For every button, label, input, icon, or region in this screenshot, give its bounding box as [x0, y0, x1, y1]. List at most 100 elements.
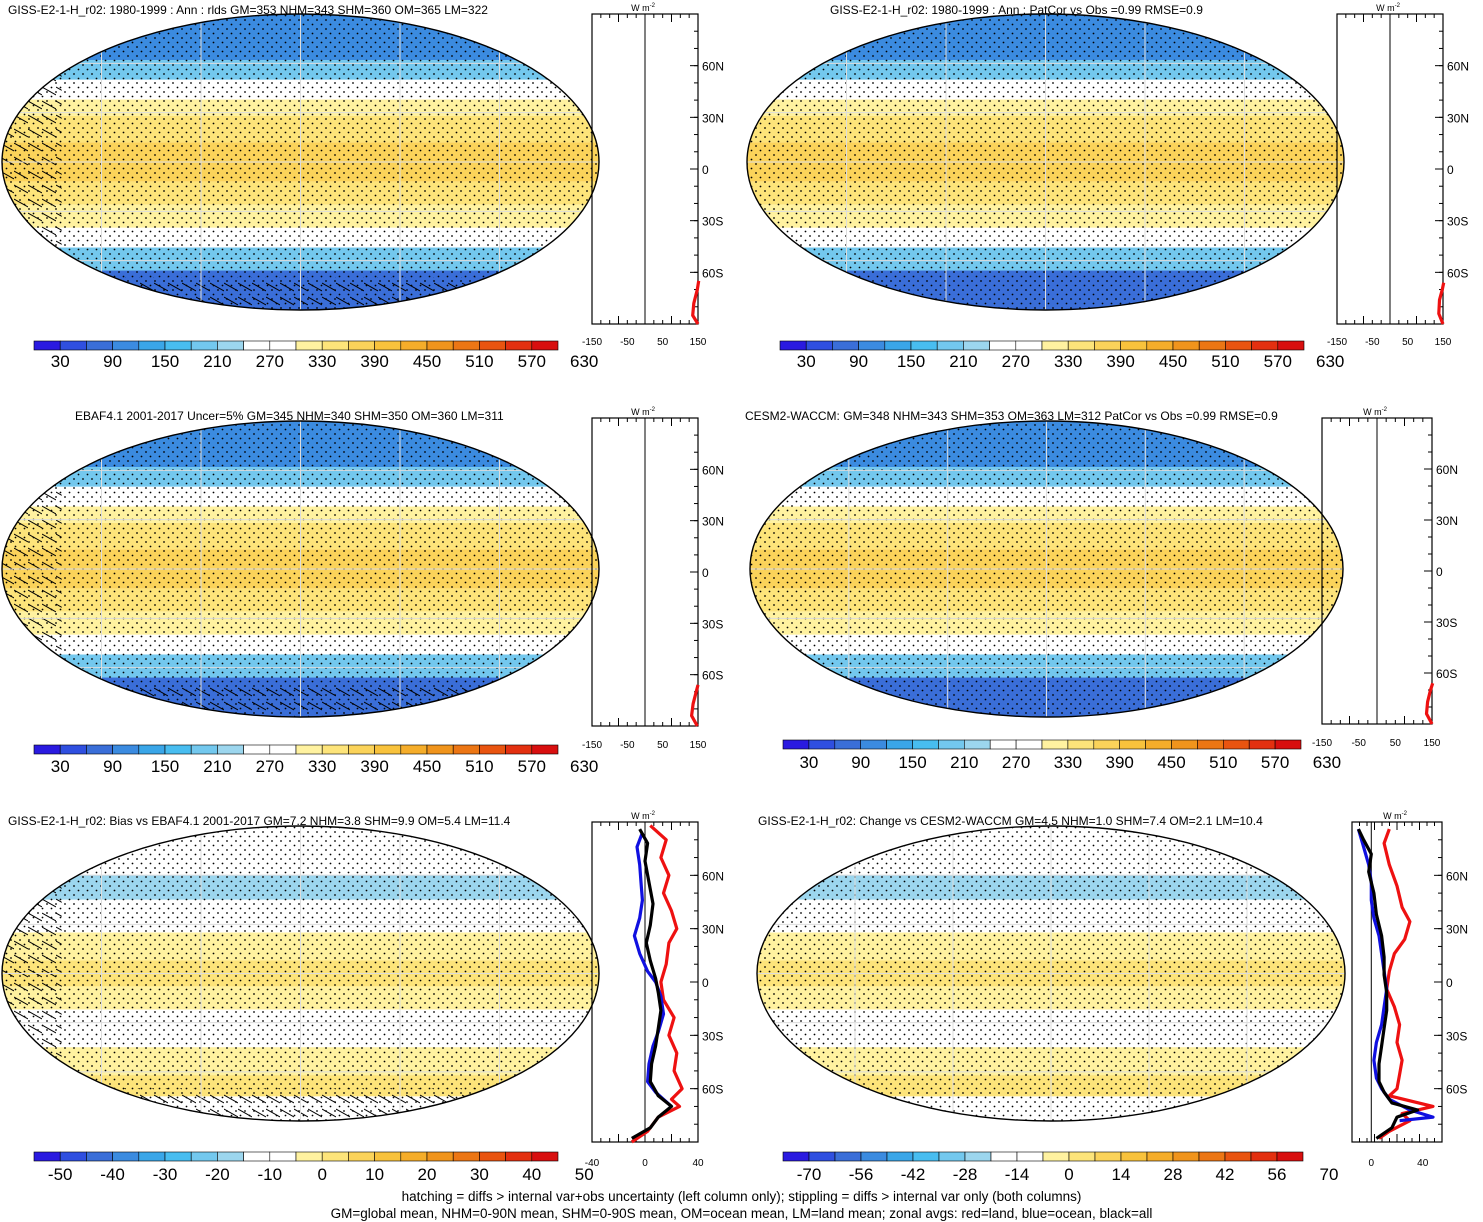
- profile-x-tick-label: 40: [1417, 1158, 1429, 1169]
- panel-title: GISS-E2-1-H_r02: Bias vs EBAF4.1 2001-20…: [8, 814, 511, 828]
- colorbar-swatch: [426, 744, 454, 755]
- latitude-tick-label: 30S: [702, 215, 723, 229]
- colorbar-tick-label: -70: [797, 1165, 822, 1184]
- colorbar-swatch: [1145, 739, 1172, 750]
- colorbar-tick-label: 450: [1159, 352, 1187, 371]
- colorbar-swatch: [1222, 739, 1250, 750]
- colorbar-swatch: [33, 1151, 61, 1162]
- colorbar-tick-label: -30: [153, 1165, 178, 1184]
- colorbar-swatch: [1172, 340, 1200, 351]
- colorbar-swatch: [989, 340, 1017, 351]
- latitude-tick-label: 60S: [1447, 266, 1468, 280]
- unit-label: W m-2: [631, 407, 655, 417]
- colorbar-tick-label: 150: [897, 352, 925, 371]
- colorbar-swatch: [1250, 1151, 1278, 1162]
- colorbar-swatch: [1225, 340, 1252, 351]
- colorbar-tick-label: 270: [1002, 753, 1030, 772]
- colorbar-tick-label: 30: [51, 757, 70, 776]
- latitude-tick-label: 60S: [702, 669, 723, 683]
- colorbar-swatch: [938, 1151, 966, 1162]
- unit-exponent: -2: [650, 811, 656, 817]
- panel-graphics: 30 90 150 210 270 330 390 450 510 570 630 60N 30N 0 30…: [749, 407, 1458, 772]
- latitude-tick-label: 0: [702, 163, 709, 177]
- colorbar-tick-label: 42: [1216, 1165, 1235, 1184]
- colorbar-swatch: [1015, 739, 1043, 750]
- map-border: [1, 13, 600, 311]
- colorbar-swatch: [138, 340, 166, 351]
- latitude-tick-label: 0: [1446, 976, 1453, 990]
- panel-graphics: -70 -56 -42 -28 -14 0 14 28 42 56 70 60N 30N 0 30S 60S W…: [756, 811, 1468, 1184]
- latitude-tick-label: 30S: [702, 1029, 723, 1043]
- colorbar-swatch: [1198, 1151, 1226, 1162]
- colorbar-swatch: [938, 739, 965, 750]
- panel-title: GISS-E2-1-H_r02: Change vs CESM2-WACCM G…: [758, 814, 1263, 828]
- unit-exponent: -2: [1402, 811, 1408, 817]
- colorbar-swatch: [782, 739, 810, 750]
- colorbar: 30 90 150 210 270 330 390 450 510 570 630: [779, 340, 1344, 371]
- colorbar-tick-label: 40: [522, 1165, 541, 1184]
- colorbar-tick-label: 450: [413, 352, 441, 371]
- colorbar-swatch: [190, 1151, 218, 1162]
- colorbar-swatch: [1016, 1151, 1044, 1162]
- colorbar-tick-label: 30: [799, 753, 818, 772]
- colorbar-swatch: [808, 1151, 836, 1162]
- latitude-tick-label: 0: [1447, 163, 1454, 177]
- colorbar-swatch: [964, 1151, 992, 1162]
- colorbar-swatch: [1120, 340, 1148, 351]
- colorbar-swatch: [374, 1151, 402, 1162]
- colorbar-tick-label: 510: [1209, 753, 1237, 772]
- colorbar-swatch: [505, 744, 533, 755]
- colorbar-swatch: [295, 744, 323, 755]
- colorbar-tick-label: 30: [51, 352, 70, 371]
- colorbar-swatch: [295, 1151, 323, 1162]
- profile-x-tick-label: -150: [582, 740, 602, 751]
- map-border: [1, 825, 600, 1122]
- colorbar-tick-label: 14: [1112, 1165, 1131, 1184]
- unit-label: W m-2: [631, 811, 655, 821]
- colorbar-swatch: [1172, 1151, 1200, 1162]
- colorbar-swatch: [217, 744, 244, 755]
- colorbar-swatch: [426, 1151, 454, 1162]
- colorbar-swatch: [479, 1151, 506, 1162]
- colorbar-swatch: [1015, 340, 1043, 351]
- series-land: [630, 824, 684, 1144]
- latitude-tick-label: 30N: [1447, 111, 1469, 125]
- colorbar: -50 -40 -30 -20 -10 0 10 20 30 40 50: [33, 1151, 594, 1184]
- colorbar-swatch: [1120, 1151, 1148, 1162]
- colorbar-swatch: [1224, 1151, 1252, 1162]
- latitude-tick-label: 60N: [1446, 869, 1468, 883]
- colorbar-swatch: [1274, 739, 1302, 750]
- colorbar-swatch: [886, 739, 913, 750]
- series-all: [631, 828, 674, 1140]
- colorbar-tick-label: 330: [1054, 352, 1082, 371]
- series-land: [690, 684, 700, 727]
- colorbar-swatch: [348, 1151, 375, 1162]
- colorbar-tick-label: 210: [950, 753, 978, 772]
- profile-x-tick-label: -150: [1312, 738, 1332, 749]
- colorbar-tick-label: 90: [103, 352, 122, 371]
- colorbar-swatch: [1042, 1151, 1070, 1162]
- colorbar-swatch: [164, 1151, 192, 1162]
- colorbar-swatch: [834, 739, 862, 750]
- colorbar-swatch: [164, 744, 192, 755]
- colorbar-tick-label: 390: [1106, 753, 1134, 772]
- colorbar-swatch: [1248, 739, 1276, 750]
- colorbar-tick-label: 510: [465, 352, 493, 371]
- colorbar-swatch: [886, 1151, 914, 1162]
- colorbar-tick-label: -14: [1005, 1165, 1030, 1184]
- map: [757, 826, 1345, 1121]
- colorbar-swatch: [452, 340, 480, 351]
- profile-x-tick-label: 50: [1402, 337, 1414, 348]
- colorbar-swatch: [400, 1151, 428, 1162]
- profile-x-tick-label: -150: [1327, 337, 1347, 348]
- colorbar-swatch: [269, 744, 297, 755]
- profile-x-tick-label: 150: [690, 337, 707, 348]
- colorbar-tick-label: -56: [849, 1165, 874, 1184]
- colorbar-swatch: [295, 340, 323, 351]
- unit-exponent: -2: [650, 407, 656, 413]
- colorbar-swatch: [269, 340, 297, 351]
- colorbar-swatch: [374, 340, 402, 351]
- profile-x-tick-label: -50: [620, 740, 635, 751]
- colorbar-swatch: [217, 340, 244, 351]
- panel-change: GISS-E2-1-H_r02: Change vs CESM2-WACCM G…: [745, 811, 1483, 1192]
